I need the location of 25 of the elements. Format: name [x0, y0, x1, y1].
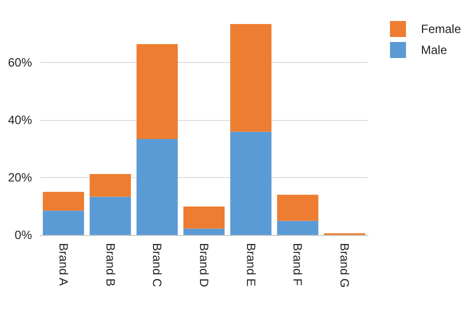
- y-tick-label: 0%: [14, 228, 32, 242]
- y-tick-label: 60%: [8, 56, 32, 70]
- bar: [42, 210, 84, 235]
- x-tick-label: Brand E: [244, 243, 258, 286]
- y-tick-label: 40%: [8, 113, 32, 128]
- bar: [42, 192, 84, 211]
- bar: [90, 174, 131, 197]
- x-tick-label: Brand G: [338, 243, 352, 288]
- legend-label: Male: [420, 43, 448, 57]
- bar: [136, 138, 178, 235]
- bar: [230, 24, 272, 132]
- bar: [183, 228, 225, 235]
- legend-label: Female: [420, 22, 462, 36]
- x-tick-label: Brand F: [290, 243, 305, 286]
- bar: [136, 44, 178, 139]
- y-tick-label: 20%: [8, 170, 32, 185]
- x-tick-label: Brand C: [150, 243, 164, 288]
- bar: [183, 206, 225, 229]
- x-tick-label: Brand B: [103, 243, 118, 286]
- bar: [277, 220, 318, 235]
- bar: [277, 194, 318, 221]
- bar: [230, 132, 272, 235]
- x-tick-label: Brand A: [56, 243, 70, 286]
- x-tick-label: Brand D: [197, 243, 211, 288]
- bar: [90, 196, 131, 235]
